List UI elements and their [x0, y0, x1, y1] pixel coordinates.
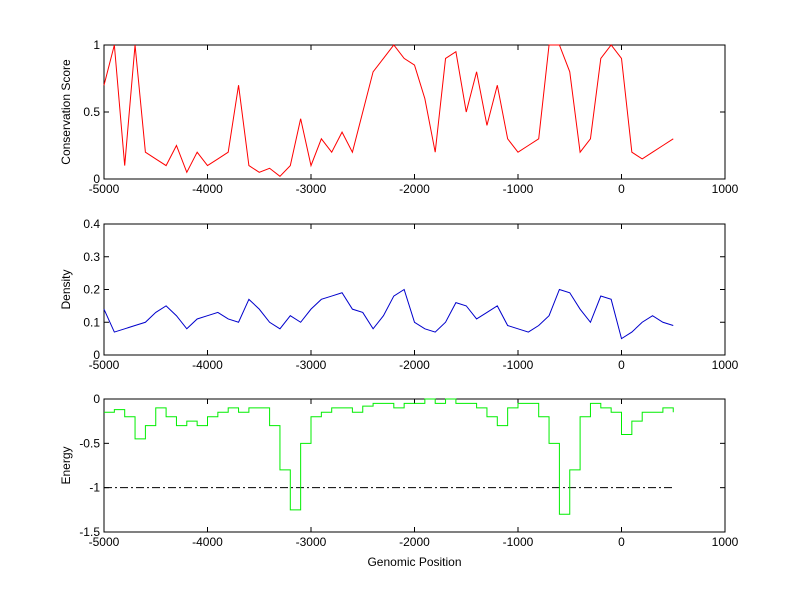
x-tick-label: 0: [618, 358, 625, 372]
axes-box: [103, 44, 726, 180]
x-tick-label: -5000: [89, 182, 120, 196]
x-tick-label: -2000: [399, 182, 430, 196]
y-tick-label: 0.5: [83, 105, 100, 119]
x-tick-label: -4000: [192, 182, 223, 196]
y-tick-label: 0.1: [83, 315, 100, 329]
y-tick-label: 0: [93, 348, 100, 362]
x-axis-label: Genomic Position: [367, 555, 461, 569]
y-tick-label: 0.3: [83, 250, 100, 264]
y-tick-label: -0.5: [79, 436, 100, 450]
y-tick-label: -1.5: [79, 525, 100, 539]
data-line: [104, 398, 674, 515]
data-line: [103, 288, 674, 340]
x-tick-label: -3000: [296, 358, 327, 372]
x-tick-label: 0: [618, 535, 625, 549]
x-tick-label: -3000: [296, 182, 327, 196]
x-tick-label: -5000: [89, 535, 120, 549]
y-axis-label: Energy: [59, 446, 73, 484]
y-tick-label: 0.4: [83, 217, 100, 231]
x-tick-label: -1000: [503, 182, 534, 196]
axes-box: [103, 398, 726, 533]
x-tick-label: 0: [618, 182, 625, 196]
y-tick-label: 0: [93, 392, 100, 406]
y-tick-label: 1: [93, 38, 100, 52]
x-tick-label: -4000: [192, 535, 223, 549]
y-tick-label: -1: [89, 481, 100, 495]
x-tick-label: 1000: [712, 358, 739, 372]
y-tick-label: 0.2: [83, 283, 100, 297]
x-tick-label: -4000: [192, 358, 223, 372]
x-tick-label: -5000: [89, 358, 120, 372]
x-tick-label: -2000: [399, 535, 430, 549]
y-axis-label: Density: [59, 269, 73, 309]
x-tick-label: -3000: [296, 535, 327, 549]
data-line: [103, 44, 674, 177]
x-tick-label: 1000: [712, 535, 739, 549]
y-axis-label: Conservation Score: [59, 59, 73, 165]
x-tick-label: 1000: [712, 182, 739, 196]
x-tick-label: -1000: [503, 535, 534, 549]
y-tick-label: 0: [93, 172, 100, 186]
axes-box: [103, 223, 726, 356]
x-tick-label: -1000: [503, 358, 534, 372]
x-tick-label: -2000: [399, 358, 430, 372]
